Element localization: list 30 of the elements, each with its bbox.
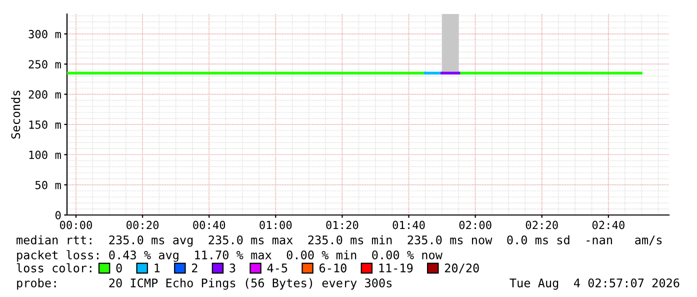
legend-label: 2 bbox=[192, 264, 198, 272]
legend-label: 11-19 bbox=[379, 264, 413, 272]
text: Tue Aug 4 02:57:07 2026 bbox=[510, 278, 680, 290]
y-tick-label: 150 m bbox=[29, 120, 61, 129]
x-tick-label: 00:40 bbox=[193, 220, 226, 230]
legend-label: 1 bbox=[154, 264, 160, 272]
x-tick-label: 00:20 bbox=[126, 220, 159, 230]
text: packet loss: 0.43 % avg 11.70 % max 0.00 % min 0.00 % now bbox=[17, 250, 442, 262]
x-tick-label: 02:20 bbox=[526, 220, 558, 230]
x-tick-label: 01:20 bbox=[326, 220, 358, 230]
legend-label: 0 bbox=[116, 264, 122, 272]
text: median rtt: 235.0 ms avg 235.0 ms max 235.0 ms min 235.0 ms now 0.0 ms sd -nan am/s bbox=[16, 235, 662, 247]
y-tick-label: 0 bbox=[55, 211, 61, 220]
x-tick-label: 00:00 bbox=[60, 220, 92, 230]
legend-title: loss color: bbox=[16, 263, 92, 272]
legend-label: 4-5 bbox=[267, 264, 288, 272]
y-tick-label: 200 m bbox=[28, 90, 61, 99]
y-tick-label: 50 m bbox=[35, 180, 61, 190]
x-tick-label: 01:00 bbox=[260, 220, 292, 230]
legend-label: 3 bbox=[230, 264, 236, 272]
y-axis-title: Seconds bbox=[11, 90, 20, 139]
legend-label: 6-10 bbox=[320, 264, 346, 272]
x-tick-label: 01:40 bbox=[392, 220, 425, 230]
legend-label: 20/20 bbox=[444, 264, 479, 274]
y-tick-label: 300 m bbox=[28, 30, 61, 38]
x-tick-label: 02:40 bbox=[592, 220, 624, 230]
text: probe: 20 ICMP Echo Pings (56 Bytes) every 300s bbox=[17, 278, 392, 290]
x-tick-label: 02:00 bbox=[459, 220, 492, 230]
y-tick-label: 250 m bbox=[28, 60, 61, 69]
y-tick-label: 100 m bbox=[29, 150, 61, 160]
